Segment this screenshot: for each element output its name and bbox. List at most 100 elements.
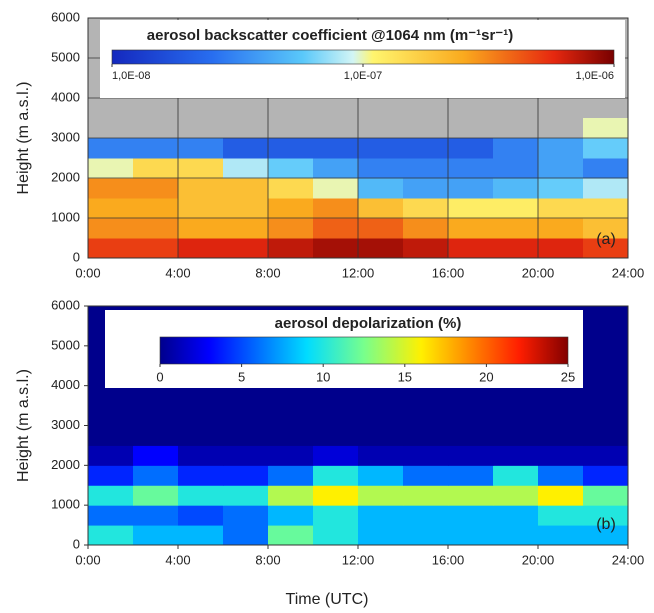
heatmap-cell bbox=[313, 138, 359, 159]
heatmap-cell bbox=[88, 178, 134, 199]
heatmap-cell bbox=[268, 198, 314, 219]
heatmap-cell bbox=[223, 158, 269, 179]
heatmap-cell bbox=[268, 445, 314, 466]
heatmap-cell bbox=[538, 405, 584, 426]
heatmap-cell bbox=[538, 425, 584, 446]
panel-label: (b) bbox=[596, 516, 616, 533]
panel-label: (a) bbox=[596, 231, 616, 248]
heatmap-cell bbox=[583, 425, 629, 446]
heatmap-cell bbox=[448, 445, 494, 466]
heatmap-cell bbox=[268, 138, 314, 159]
heatmap-cell bbox=[493, 405, 539, 426]
heatmap-cell bbox=[448, 218, 494, 239]
heatmap-cell bbox=[358, 158, 404, 179]
colorbar-tick-label: 20 bbox=[479, 369, 493, 384]
heatmap-cell bbox=[403, 485, 449, 506]
heatmap-cell bbox=[88, 445, 134, 466]
heatmap-cell bbox=[268, 178, 314, 199]
heatmap-cell bbox=[223, 385, 269, 407]
heatmap-cell bbox=[223, 178, 269, 199]
x-tick-label: 8:00 bbox=[255, 265, 280, 280]
heatmap-cell bbox=[313, 485, 359, 506]
heatmap-cell bbox=[178, 138, 224, 159]
colorbar-tick-label: 25 bbox=[561, 369, 575, 384]
heatmap-cell bbox=[133, 465, 179, 486]
heatmap-cell bbox=[223, 138, 269, 159]
y-tick-label: 6000 bbox=[51, 297, 80, 312]
y-tick-label: 6000 bbox=[51, 9, 80, 24]
heatmap-cell bbox=[268, 218, 314, 239]
y-tick-label: 4000 bbox=[51, 89, 80, 104]
heatmap-cell bbox=[448, 525, 494, 546]
heatmap-cell bbox=[268, 385, 314, 407]
y-tick-label: 1000 bbox=[51, 209, 80, 224]
heatmap-cell bbox=[223, 465, 269, 486]
y-tick-label: 1000 bbox=[51, 497, 80, 512]
heatmap-cell bbox=[88, 465, 134, 486]
y-tick-label: 3000 bbox=[51, 129, 80, 144]
heatmap-cell bbox=[268, 158, 314, 179]
colorbar-tick-label: 1,0E-08 bbox=[112, 70, 151, 82]
heatmap-cell bbox=[313, 158, 359, 179]
heatmap-cell bbox=[358, 218, 404, 239]
heatmap-cell bbox=[88, 138, 134, 159]
heatmap-cell bbox=[403, 178, 449, 199]
heatmap-cell bbox=[448, 198, 494, 219]
heatmap-cell bbox=[313, 465, 359, 486]
heatmap-cell bbox=[358, 485, 404, 506]
heatmap-cell bbox=[538, 525, 584, 546]
plot-frame bbox=[87, 17, 629, 259]
heatmap-cell bbox=[268, 425, 314, 446]
heatmap-cell bbox=[358, 405, 404, 426]
heatmap-cell bbox=[178, 385, 224, 407]
heatmap-cell bbox=[88, 158, 134, 179]
heatmap-cell bbox=[133, 198, 179, 219]
heatmap-cell bbox=[403, 465, 449, 486]
heatmap-cell bbox=[583, 445, 629, 466]
heatmap-cell bbox=[178, 465, 224, 486]
heatmap-cell bbox=[133, 445, 179, 466]
heatmap-cell bbox=[133, 385, 179, 407]
heatmap-cell bbox=[223, 238, 269, 259]
heatmap-cell bbox=[538, 465, 584, 486]
x-tick-label: 0:00 bbox=[75, 265, 100, 280]
heatmap-cell bbox=[313, 238, 359, 259]
colorbar-tick-label: 10 bbox=[316, 369, 330, 384]
heatmap-cell bbox=[88, 218, 134, 239]
x-tick-label: 16:00 bbox=[432, 265, 465, 280]
colorbar-tick-label: 1,0E-07 bbox=[344, 70, 383, 82]
heatmap-cell bbox=[358, 505, 404, 526]
heatmap-cell bbox=[493, 445, 539, 466]
heatmap-cell bbox=[268, 238, 314, 259]
heatmap-cell bbox=[538, 385, 584, 407]
colorbar-tick-label: 0 bbox=[156, 369, 163, 384]
heatmap-cell bbox=[403, 158, 449, 179]
heatmap-cell bbox=[538, 445, 584, 466]
heatmap-cell bbox=[448, 505, 494, 526]
heatmap-cell bbox=[358, 138, 404, 159]
heatmap-cell bbox=[403, 138, 449, 159]
y-tick-label: 4000 bbox=[51, 377, 80, 392]
heatmap-cell bbox=[583, 325, 629, 347]
heatmap-cell bbox=[178, 425, 224, 446]
heatmap-cell bbox=[448, 238, 494, 259]
heatmap-cell bbox=[403, 505, 449, 526]
heatmap-cell bbox=[178, 218, 224, 239]
x-tick-label: 4:00 bbox=[165, 552, 190, 567]
heatmap-cell bbox=[358, 425, 404, 446]
heatmap-cell bbox=[583, 238, 629, 259]
heatmap-cell bbox=[358, 238, 404, 259]
heatmap-cell bbox=[133, 238, 179, 259]
heatmap-cell bbox=[133, 405, 179, 426]
heatmap-cell bbox=[88, 198, 134, 219]
x-tick-label: 12:00 bbox=[342, 552, 375, 567]
heatmap-cell bbox=[178, 198, 224, 219]
heatmap-cell bbox=[493, 138, 539, 159]
heatmap-cell bbox=[493, 425, 539, 446]
heatmap-cell bbox=[493, 465, 539, 486]
heatmap-cell bbox=[223, 405, 269, 426]
heatmap-cell bbox=[313, 505, 359, 526]
heatmap-cell bbox=[448, 405, 494, 426]
x-tick-label: 12:00 bbox=[342, 265, 375, 280]
